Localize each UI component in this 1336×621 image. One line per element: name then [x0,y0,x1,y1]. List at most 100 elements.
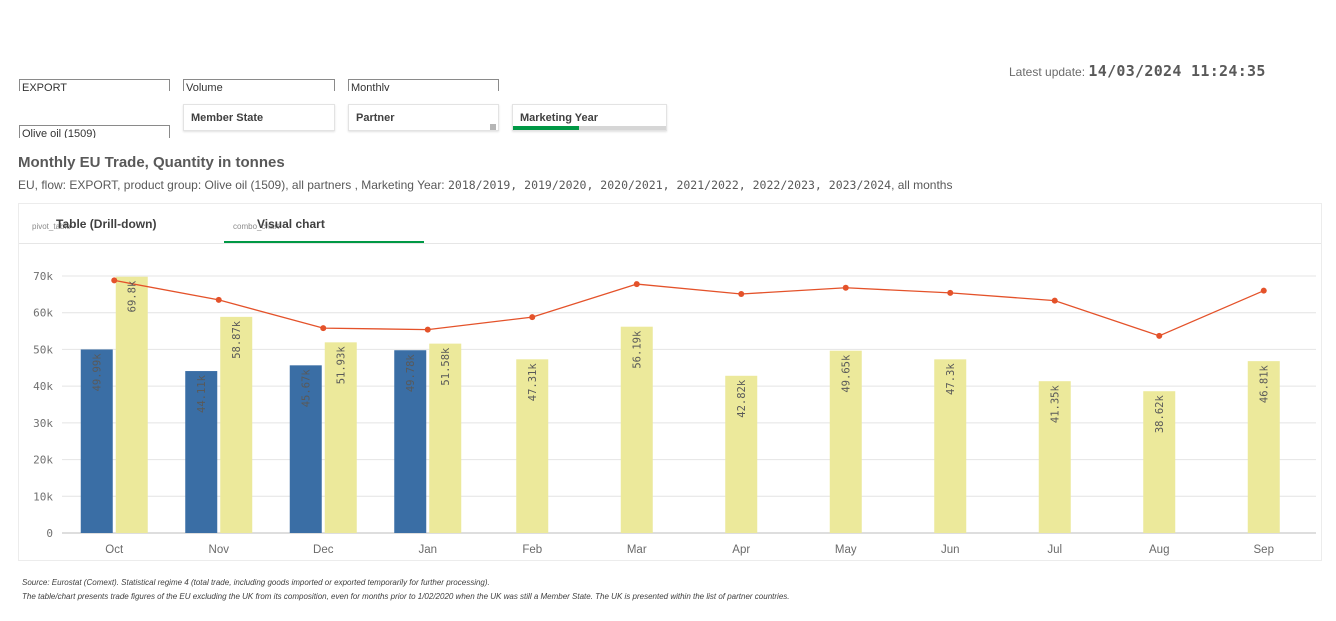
bar-series-2 [725,375,758,533]
x-tick-label: Sep [1254,544,1274,556]
chart-panel: pivot_table Table (Drill-down) combo_cha… [18,203,1322,561]
bar-label-series-1: 45.67k [301,369,313,408]
marketing-year-selection-bar [513,126,666,130]
x-tick-label: Mar [627,544,647,556]
average-point [111,277,118,284]
average-point [529,314,536,321]
bars [80,276,1280,533]
subtitle-suffix: , all months [891,178,953,192]
partner-label: Partner [356,112,395,124]
average-line-series [111,277,1267,339]
bar-label-series-2: 56.19k [632,330,644,369]
chart-subtitle: EU, flow: EXPORT, product group: Olive o… [18,178,952,192]
average-point [947,289,954,296]
x-tick-label: May [835,544,857,556]
flow-filter[interactable]: EXPORT [19,79,170,91]
bar-series-2 [1247,361,1280,533]
member-state-filter[interactable]: Member State [183,104,335,131]
product-filter[interactable]: Olive oil (1509) [19,125,170,138]
x-tick-label: Nov [209,544,230,556]
bar-series-2 [220,316,253,533]
bar-series-2 [1143,391,1176,533]
y-tick-label: 20k [33,454,53,467]
y-tick-label: 10k [33,490,53,503]
latest-update: Latest update: 14/03/2024 11:24:35 [1009,62,1266,80]
bar-label-series-2: 47.3k [945,363,957,395]
x-tick-label: Jul [1047,544,1062,556]
bar-label-series-2: 47.31k [527,363,539,402]
tab-table-drill-down[interactable]: pivot_table Table (Drill-down) [32,204,192,243]
bar-series-2 [115,276,148,533]
bar-series-2 [934,359,967,533]
bar-series-2 [829,350,862,533]
measure-filter[interactable]: Volume [183,79,335,91]
average-point [842,284,849,291]
average-line [114,279,1265,337]
source-note: Source: Eurostat (Comext). Statistical r… [22,576,790,604]
average-point [738,290,745,297]
bar-series-2 [324,342,357,533]
latest-update-timestamp: 14/03/2024 11:24:35 [1088,62,1266,80]
average-point [1260,287,1267,294]
bar-label-series-1: 44.11k [196,374,208,413]
average-point [215,296,222,303]
bar-series-1 [394,350,427,533]
tab-visual-label: Visual chart [257,217,325,231]
average-point [424,326,431,333]
x-tick-label: Dec [313,544,334,556]
gridlines [62,275,1316,534]
x-tick-label: Jun [941,544,960,556]
bar-label-series-2: 41.35k [1050,385,1062,424]
x-tick-label: Oct [105,544,124,556]
x-tick-label: Apr [732,544,750,556]
tab-table-id: pivot_table [32,222,71,231]
bar-series-2 [516,359,549,533]
x-tick-label: Aug [1149,544,1169,556]
data-labels: 49.99k 69.8k 44.11k 58.87k 45.67k 51.93k 49.78… [92,280,1271,433]
chart-title: Monthly EU Trade, Quantity in tonnes [18,154,285,171]
bar-label-series-2: 69.8k [127,280,139,312]
y-tick-label: 0 [46,527,53,540]
tab-table-label: Table (Drill-down) [56,217,157,231]
bar-label-series-2: 51.58k [440,347,452,386]
bar-label-series-2: 38.62k [1154,395,1166,434]
marketing-year-filter[interactable]: Marketing Year [512,104,667,131]
latest-update-label: Latest update: [1009,65,1086,79]
tab-visual-chart[interactable]: combo_chart Visual chart [224,204,424,243]
bar-series-1 [289,365,322,533]
source-line-1: Source: Eurostat (Comext). Statistical r… [22,578,490,587]
bar-series-2 [1038,381,1071,533]
x-tick-label: Feb [522,544,542,556]
subtitle-prefix: EU, flow: EXPORT, product group: Olive o… [18,178,448,192]
y-tick-label: 60k [33,307,53,320]
subtitle-years: 2018/2019, 2019/2020, 2020/2021, 2021/20… [447,178,892,192]
tab-bar: pivot_table Table (Drill-down) combo_cha… [19,204,1321,244]
y-tick-label: 70k [33,270,53,283]
average-point [1156,332,1163,339]
y-axis: 0 10k 20k 30k 40k 50k 60k 70k [33,270,53,540]
bar-series-2 [429,343,462,533]
partner-filter[interactable]: Partner [348,104,499,131]
bar-label-series-2: 51.93k [336,346,348,385]
bar-label-series-2: 58.87k [231,320,243,359]
bar-series-1 [80,349,113,533]
bar-label-series-2: 46.81k [1259,364,1271,403]
source-line-2: The table/chart presents trade figures o… [22,592,790,601]
marketing-year-label: Marketing Year [520,112,599,124]
average-point [320,325,327,332]
bar-label-series-1: 49.99k [92,353,104,392]
y-tick-label: 40k [33,380,53,393]
y-tick-label: 50k [33,343,53,356]
period-filter[interactable]: Monthly [348,79,499,91]
average-point [1051,297,1058,304]
partner-scroll-handle[interactable] [490,124,496,130]
y-tick-label: 30k [33,417,53,430]
x-axis: Oct Nov Dec Jan Feb Mar Apr May Jun Jul Aug Sep [105,544,1274,556]
bar-series-1 [185,371,218,533]
bar-label-series-2: 42.82k [736,379,748,418]
member-state-label: Member State [191,112,264,124]
tab-visual-id: combo_chart [233,222,280,231]
bar-label-series-2: 49.65k [841,354,853,393]
bar-series-2 [620,326,653,533]
